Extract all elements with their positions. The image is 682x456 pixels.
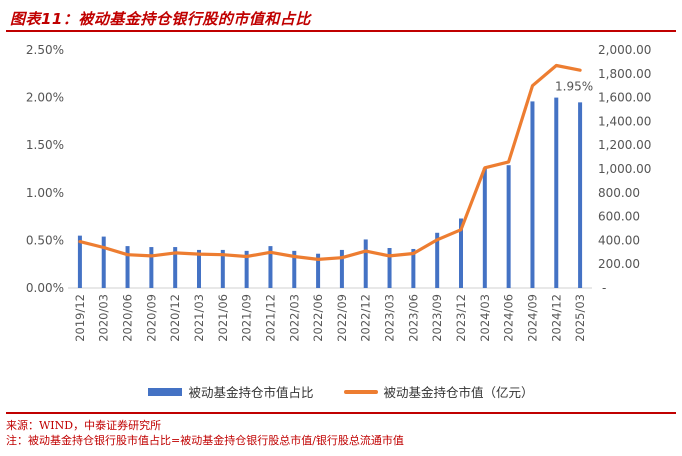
chart-area: 0.00% 0.50% 1.00% 1.50% 2.00% 2.50% - 200.00 400…	[26, 43, 652, 342]
x-tick-label: 2020/06	[121, 294, 135, 342]
x-tick-label: 2024/09	[525, 294, 539, 342]
bar	[173, 247, 178, 288]
x-tick-label: 2023/06	[406, 294, 420, 342]
bar	[554, 97, 559, 288]
bar	[197, 249, 201, 288]
x-tick-label: 2025/03	[573, 294, 587, 342]
right-tick-label: 1,800.00	[598, 67, 651, 81]
left-tick-label: 1.00%	[26, 186, 64, 200]
x-tick-label: 2023/12	[454, 294, 468, 342]
x-tick-label: 2022/12	[359, 294, 373, 342]
bar	[459, 218, 463, 288]
x-tick-label: 2021/06	[216, 294, 230, 342]
legend-bar-swatch	[148, 387, 183, 396]
x-tick-label: 2021/12	[263, 294, 277, 342]
right-tick-label: 2,000.00	[598, 43, 651, 57]
x-tick-label: 2019/12	[73, 294, 87, 342]
x-tick-label: 2021/09	[240, 294, 254, 342]
legend-line-label: 被动基金持仓市值（亿元）	[383, 385, 534, 400]
x-tick-label: 2024/03	[478, 294, 492, 342]
source-note: 来源：WIND，中泰证券研究所	[6, 419, 162, 432]
x-tick-label: 2023/09	[430, 294, 444, 342]
right-tick-label: -	[602, 281, 606, 295]
bar	[482, 168, 487, 288]
bar	[125, 246, 130, 288]
bar	[316, 253, 321, 288]
legend-item-bar: 被动基金持仓市值占比	[148, 382, 314, 401]
bar	[435, 232, 440, 288]
x-tick-label: 2020/09	[144, 294, 158, 342]
x-tick-label: 2020/03	[97, 294, 111, 342]
right-tick-label: 400.00	[598, 233, 640, 247]
bar	[363, 239, 368, 288]
bar	[77, 235, 82, 288]
bar	[578, 102, 583, 288]
annotation-label: 1.95%	[555, 79, 593, 93]
bar	[506, 165, 511, 288]
left-tick-label: 0.00%	[26, 281, 64, 295]
right-tick-label: 200.00	[598, 257, 640, 271]
left-tick-label: 2.00%	[26, 91, 64, 105]
x-tick-label: 2021/03	[192, 294, 206, 342]
x-tick-label: 2022/03	[287, 294, 301, 342]
x-tick-label: 2022/09	[335, 294, 349, 342]
left-tick-label: 1.50%	[26, 138, 64, 152]
bar	[244, 250, 249, 288]
x-tick-label: 2024/12	[549, 294, 563, 342]
chart-title: 图表11：被动基金持仓银行股的市值和占比	[10, 10, 311, 28]
title-bar: 图表11：被动基金持仓银行股的市值和占比	[6, 6, 676, 32]
bar	[411, 248, 416, 288]
x-tick-label: 2023/03	[383, 294, 397, 342]
right-tick-label: 1,400.00	[598, 114, 651, 128]
bar	[220, 249, 225, 288]
x-tick-label: 2024/06	[502, 294, 516, 342]
x-tick-label: 2022/06	[311, 294, 325, 342]
footer: 来源：WIND，中泰证券研究所 注：被动基金持仓银行股市值占比=被动基金持仓银行…	[6, 412, 676, 448]
bar	[530, 101, 535, 289]
right-tick-label: 1,600.00	[598, 91, 651, 105]
bar	[292, 250, 297, 288]
x-tick-label: 2020/12	[168, 294, 182, 342]
left-tick-label: 2.50%	[26, 43, 64, 57]
bar	[149, 247, 154, 288]
bar	[339, 249, 344, 288]
right-tick-label: 600.00	[598, 210, 640, 224]
bar	[101, 236, 106, 288]
legend-bar-label: 被动基金持仓市值占比	[188, 385, 314, 400]
left-tick-label: 0.50%	[26, 233, 64, 247]
line-series	[78, 63, 582, 261]
legend: 被动基金持仓市值占比 被动基金持仓市值（亿元）	[0, 382, 682, 401]
legend-line-swatch	[343, 389, 378, 394]
bar	[387, 248, 392, 288]
right-tick-label: 800.00	[598, 186, 640, 200]
right-tick-label: 1,000.00	[598, 162, 651, 176]
legend-item-line: 被动基金持仓市值（亿元）	[343, 382, 534, 401]
bar	[268, 246, 273, 288]
formula-note: 注：被动基金持仓银行股市值占比=被动基金持仓银行股总市值/银行股总流通市值	[6, 434, 404, 447]
right-tick-label: 1,200.00	[598, 138, 651, 152]
